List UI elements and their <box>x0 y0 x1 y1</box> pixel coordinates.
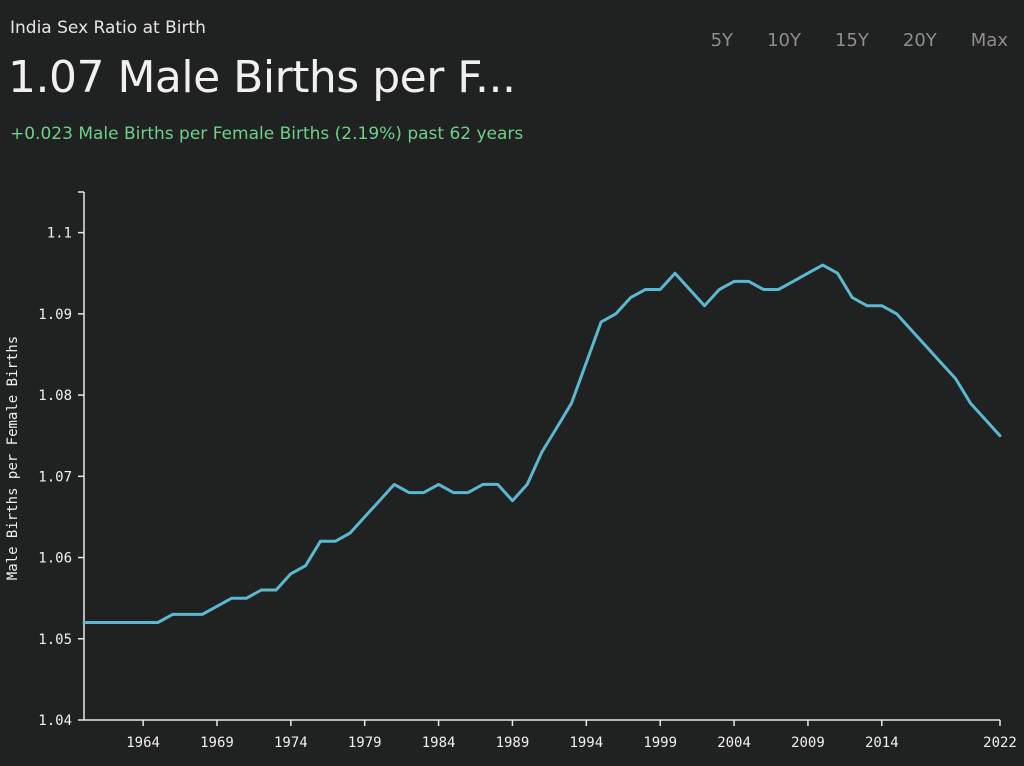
range-20y-button[interactable]: 20Y <box>902 30 937 51</box>
chart-series <box>82 263 1002 624</box>
x-tick-label: 1969 <box>200 735 234 751</box>
x-tick-label: 1999 <box>643 735 677 751</box>
x-tick-label: 1984 <box>422 735 456 751</box>
change-summary: +0.023 Male Births per Female Births (2.… <box>10 124 524 144</box>
y-tick-label: 1.06 <box>38 551 72 567</box>
range-max-button[interactable]: Max <box>970 30 1008 51</box>
y-tick-label: 1.07 <box>38 469 72 485</box>
x-tick-label: 2004 <box>717 735 751 751</box>
chart-title: India Sex Ratio at Birth <box>10 18 206 38</box>
x-tick-label: 1964 <box>126 735 160 751</box>
y-tick-label: 1.05 <box>38 632 72 648</box>
y-tick-label: 1.04 <box>38 713 72 729</box>
headline-value: 1.07 Male Births per F... <box>8 52 516 103</box>
series-line <box>82 263 1002 624</box>
x-tick-label: 1974 <box>274 735 308 751</box>
y-tick-label: 1.09 <box>38 307 72 323</box>
range-10y-button[interactable]: 10Y <box>767 30 801 51</box>
chart-axes: 1.04 1.05 1.06 1.07 1.08 1.09 1.1 1964 1969 1974 1… <box>5 191 1017 751</box>
x-tick-label: 1989 <box>496 735 530 751</box>
y-tick-label: 1.08 <box>38 388 72 404</box>
x-tick-label: 1994 <box>569 735 603 751</box>
range-5y-button[interactable]: 5Y <box>710 30 734 51</box>
x-tick-label: 1979 <box>348 735 382 751</box>
range-15y-button[interactable]: 15Y <box>834 30 869 51</box>
y-tick-label: 1.1 <box>47 226 72 242</box>
x-tick-label: 2014 <box>865 735 899 751</box>
x-tick-label: 2022 <box>983 735 1017 751</box>
x-tick-label: 2009 <box>791 735 825 751</box>
y-axis-title: Male Births per Female Births <box>5 336 21 580</box>
range-selector: 5Y 10Y 15Y 20Y Max <box>711 30 1008 51</box>
